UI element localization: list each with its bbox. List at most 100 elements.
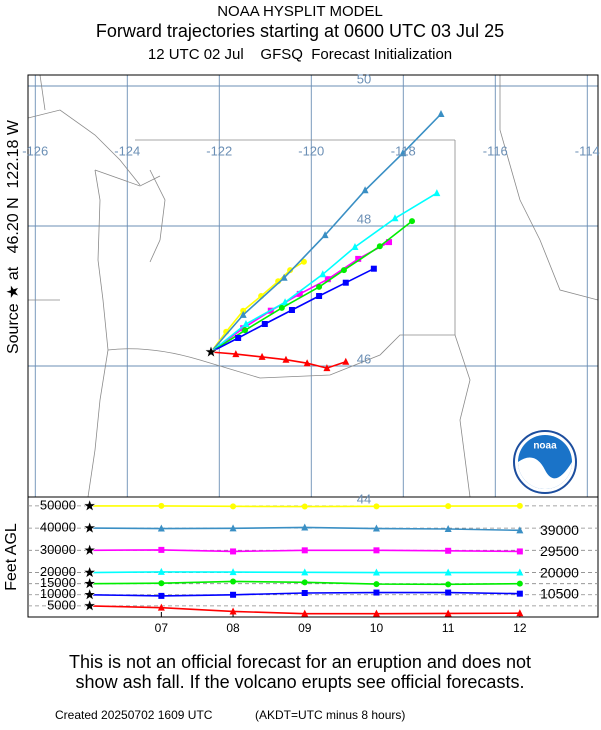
marker	[444, 609, 452, 617]
marker	[342, 357, 350, 365]
coastline	[28, 109, 141, 186]
subtitle: Forward trajectories starting at 0600 UT…	[96, 21, 504, 41]
longitude-label: -120	[298, 143, 324, 158]
end-height-label: 29500	[540, 543, 579, 559]
marker	[386, 239, 393, 246]
end-height-label: 20000	[540, 564, 579, 580]
marker	[409, 218, 416, 225]
marker	[230, 503, 237, 510]
marker	[278, 304, 285, 311]
marker	[157, 603, 165, 611]
marker	[303, 359, 311, 367]
marker	[229, 607, 237, 615]
marker	[516, 548, 523, 555]
marker	[288, 307, 295, 313]
marker	[301, 503, 308, 510]
marker	[157, 567, 165, 575]
marker	[158, 580, 165, 587]
logo-text: noaa	[533, 441, 557, 452]
marker	[351, 243, 359, 250]
x-tick-label: 07	[155, 621, 169, 635]
marker	[230, 591, 237, 598]
y-tick-label: 30000	[40, 542, 76, 557]
latitude-label: 46	[357, 351, 371, 366]
marker	[287, 267, 294, 274]
latitude-label: 44	[357, 491, 371, 506]
marker	[340, 267, 347, 274]
x-tick-label: 10	[370, 621, 384, 635]
marker	[355, 255, 362, 262]
marker	[444, 568, 452, 576]
disclaimer: This is not an official forecast for an …	[69, 652, 531, 672]
marker	[158, 546, 165, 553]
longitude-label: -126	[22, 143, 48, 158]
marker	[445, 547, 452, 554]
created: Created 20250702 1609 UTC	[55, 708, 213, 722]
y-tick-label: 15000	[40, 575, 76, 590]
marker	[230, 578, 237, 585]
marker	[301, 590, 308, 596]
marker	[370, 265, 377, 272]
marker	[437, 110, 445, 117]
marker	[300, 258, 307, 265]
x-tick-label: 12	[513, 621, 527, 635]
y-tick-label: 20000	[40, 564, 76, 579]
border	[499, 75, 598, 301]
marker	[391, 214, 399, 222]
marker	[301, 523, 309, 531]
marker	[373, 503, 380, 510]
source-star	[82, 565, 97, 579]
marker	[280, 273, 288, 281]
marker	[445, 589, 452, 596]
latitude-label: 48	[357, 211, 371, 226]
source-star	[203, 344, 219, 359]
y-tick-label: 40000	[40, 520, 76, 535]
source-star	[82, 598, 97, 612]
marker	[516, 568, 524, 576]
timezone-note: (AKDT=UTC minus 8 hours)	[255, 708, 405, 722]
end-height-label: 10500	[540, 585, 579, 601]
marker	[372, 609, 380, 617]
x-tick-label: 11	[442, 621, 455, 635]
source-star	[82, 576, 97, 590]
marker	[373, 547, 380, 554]
marker	[316, 293, 323, 299]
border	[107, 334, 471, 497]
marker	[239, 310, 247, 318]
title: NOAA HYSPLIT MODEL	[217, 3, 383, 20]
map-frame	[27, 74, 599, 498]
marker	[301, 568, 309, 576]
marker	[516, 502, 523, 509]
marker	[301, 579, 308, 586]
map	[28, 75, 598, 497]
x-tick-label: 08	[226, 621, 240, 635]
marker	[242, 320, 250, 327]
marker	[516, 526, 524, 534]
marker	[373, 589, 380, 596]
marker	[281, 298, 289, 306]
border	[135, 139, 456, 335]
marker	[230, 548, 237, 555]
marker	[399, 149, 407, 157]
marker	[296, 290, 303, 297]
y-tick-label: 50000	[40, 497, 76, 512]
marker	[376, 243, 383, 250]
longitude-label: -122	[206, 143, 232, 158]
marker	[301, 547, 308, 554]
noaa-logo: noaa	[513, 430, 577, 494]
logo-wave	[518, 457, 572, 489]
longitude-label: -116	[483, 143, 508, 158]
y-axis-label: Feet AGL	[3, 523, 20, 591]
marker	[516, 580, 523, 587]
initialization: 12 UTC 02 Jul GFSQ Forecast Initializati…	[148, 46, 452, 63]
marker	[444, 525, 452, 532]
longitude-label: -124	[114, 143, 140, 158]
marker	[158, 502, 165, 509]
marker	[242, 327, 249, 334]
marker	[342, 279, 349, 286]
marker	[445, 581, 452, 588]
marker	[301, 609, 309, 617]
marker	[323, 364, 331, 372]
